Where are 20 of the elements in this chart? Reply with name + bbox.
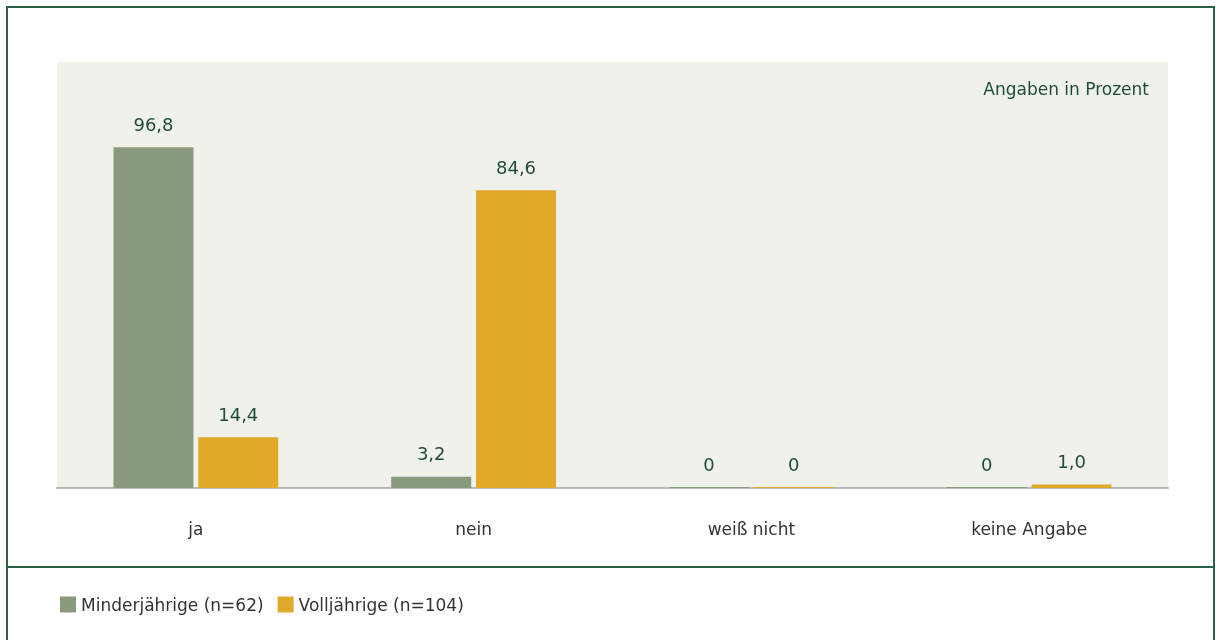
legend-label: Volljährige (n=104) [298,594,464,615]
data-label: 96,8 [133,113,174,135]
x-tick-label: ja [187,518,204,539]
data-label: 0 [981,453,993,475]
x-tick-label: nein [455,518,492,539]
data-label: 0 [703,453,715,475]
data-label: 0 [788,453,800,475]
text: Angaben in Prozent [983,78,1150,99]
data-label: 84,6 [495,156,537,178]
bar [1031,484,1112,488]
bar [476,190,557,488]
x-tick-label: weiß nicht [707,518,796,539]
data-label: 3,2 [416,443,446,465]
legend-label: Minderjährige (n=62) [81,594,264,615]
bar [113,147,194,488]
data-label: 14,4 [218,403,259,425]
bar [198,437,279,488]
x-tick-label: keine Angabe [971,518,1088,539]
bar [391,476,472,488]
data-label: 1,0 [1057,450,1086,472]
